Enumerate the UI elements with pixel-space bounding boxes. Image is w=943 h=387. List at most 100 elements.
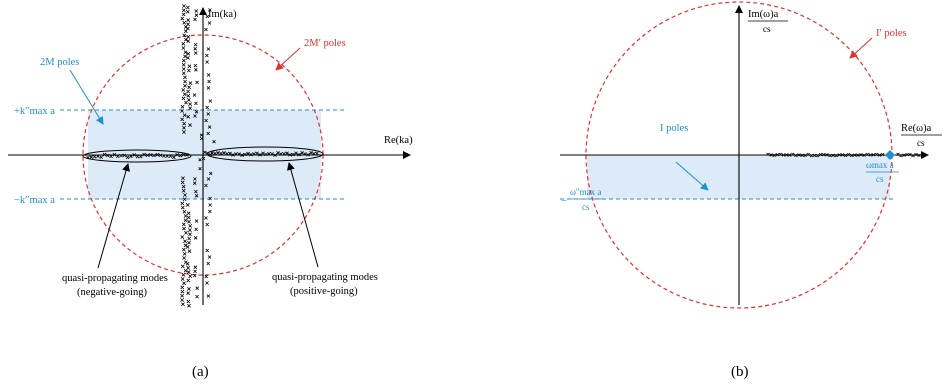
- pole-marker: [125, 155, 130, 160]
- pole-marker: [183, 239, 187, 244]
- pole-marker: [911, 153, 915, 158]
- pole-marker: [187, 219, 191, 224]
- pole-marker: [193, 236, 198, 240]
- pole-marker: [222, 151, 226, 155]
- pole-marker: [205, 222, 210, 227]
- pole-marker: [183, 50, 188, 55]
- panel-a-neg-modes-arrow: [97, 163, 130, 269]
- pole-marker: [180, 104, 185, 109]
- pole-marker: [102, 152, 107, 157]
- pole-marker: [862, 153, 866, 157]
- pole-marker: [775, 153, 779, 157]
- pole-marker: [142, 152, 146, 157]
- pole-marker: [188, 102, 192, 106]
- pole-marker: [806, 152, 810, 157]
- pole-marker: [186, 270, 191, 274]
- pole-marker: [270, 152, 274, 156]
- pole-marker: [843, 153, 848, 158]
- pole-marker: [182, 197, 187, 202]
- pole-marker: [896, 152, 900, 156]
- pole-marker: [182, 33, 187, 38]
- pole-marker: [183, 243, 188, 248]
- pole-marker: [188, 106, 193, 111]
- pole-marker: [859, 153, 863, 157]
- pole-marker: [865, 152, 869, 157]
- pole-marker: [181, 96, 186, 101]
- pole-marker: [106, 153, 110, 158]
- pole-marker: [193, 17, 197, 22]
- pole-marker: [188, 224, 193, 228]
- pole-marker: [112, 152, 117, 157]
- pole-marker: [158, 153, 163, 158]
- panel-a-caption: (a): [192, 364, 209, 380]
- panel-b-omega-neg-label-top: ω″max a: [570, 187, 601, 197]
- pole-marker: [766, 152, 770, 156]
- pole-marker: [193, 42, 198, 47]
- pole-marker: [172, 155, 176, 160]
- pole-marker: [182, 92, 187, 97]
- pole-marker: [165, 154, 169, 158]
- pole-marker: [831, 153, 835, 157]
- pole-marker: [181, 41, 186, 46]
- pole-marker: [207, 79, 211, 84]
- panel-b-i-poles-label: I poles: [660, 123, 688, 134]
- pole-marker: [185, 9, 190, 14]
- pole-marker: [178, 153, 183, 158]
- pole-marker: [193, 63, 198, 68]
- pole-marker: [186, 51, 191, 56]
- pole-marker: [208, 196, 212, 201]
- pole-marker: [206, 112, 211, 116]
- panel-b-real-axis-label-bottom: cs: [917, 138, 925, 148]
- pole-marker: [180, 117, 185, 122]
- pole-marker: [181, 247, 186, 252]
- pole-marker: [206, 47, 211, 51]
- pole-marker: [186, 68, 191, 73]
- panel-b: Im(ω)a cs Re(ω)a cs I′ poles I poles − ω…: [560, 1, 942, 380]
- pole-marker: [193, 265, 198, 269]
- pole-marker: [183, 83, 187, 88]
- pole-marker: [188, 123, 192, 127]
- pole-marker: [791, 152, 795, 156]
- pole-marker: [252, 152, 256, 156]
- pole-marker: [186, 278, 191, 283]
- pole-marker: [182, 125, 186, 130]
- panel-a-neg-modes-label-1: quasi-propagating modes: [62, 273, 168, 284]
- pole-marker: [199, 133, 204, 137]
- pole-marker: [881, 152, 885, 157]
- pole-marker: [186, 114, 191, 119]
- pole-marker: [273, 153, 277, 157]
- pole-marker: [205, 248, 210, 253]
- pole-marker: [297, 152, 301, 157]
- pole-marker: [185, 261, 190, 266]
- pole-marker: [194, 227, 198, 232]
- pole-marker: [209, 171, 213, 176]
- pole-marker: [181, 8, 186, 13]
- pole-marker: [204, 216, 208, 220]
- pole-marker: [834, 153, 838, 158]
- pole-marker: [309, 150, 313, 155]
- pole-marker: [193, 114, 197, 118]
- pole-marker: [195, 294, 199, 299]
- pole-marker: [99, 155, 103, 160]
- pole-marker: [856, 153, 860, 157]
- panel-a-2m-arrow: [69, 69, 104, 125]
- pole-marker: [258, 153, 262, 157]
- panel-b-omega-pos-label-bottom: cs: [876, 174, 884, 184]
- pole-marker: [212, 140, 216, 144]
- panel-a-minus-k-label: −k″max a: [14, 195, 55, 206]
- pole-marker: [207, 21, 212, 25]
- pole-marker: [181, 188, 186, 193]
- pole-marker: [181, 88, 186, 92]
- pole-marker: [208, 99, 213, 103]
- pole-marker: [181, 58, 186, 63]
- pole-marker: [182, 113, 187, 118]
- pole-marker: [294, 151, 298, 155]
- pole-marker: [303, 152, 307, 156]
- panel-b-omega-pos-label-top: ωmax a: [866, 160, 894, 170]
- pole-marker: [853, 153, 857, 157]
- pole-marker: [871, 153, 876, 157]
- panel-a-2m-poles-label: 2M poles: [40, 57, 79, 68]
- pole-marker: [122, 153, 127, 158]
- pole-marker: [192, 273, 197, 278]
